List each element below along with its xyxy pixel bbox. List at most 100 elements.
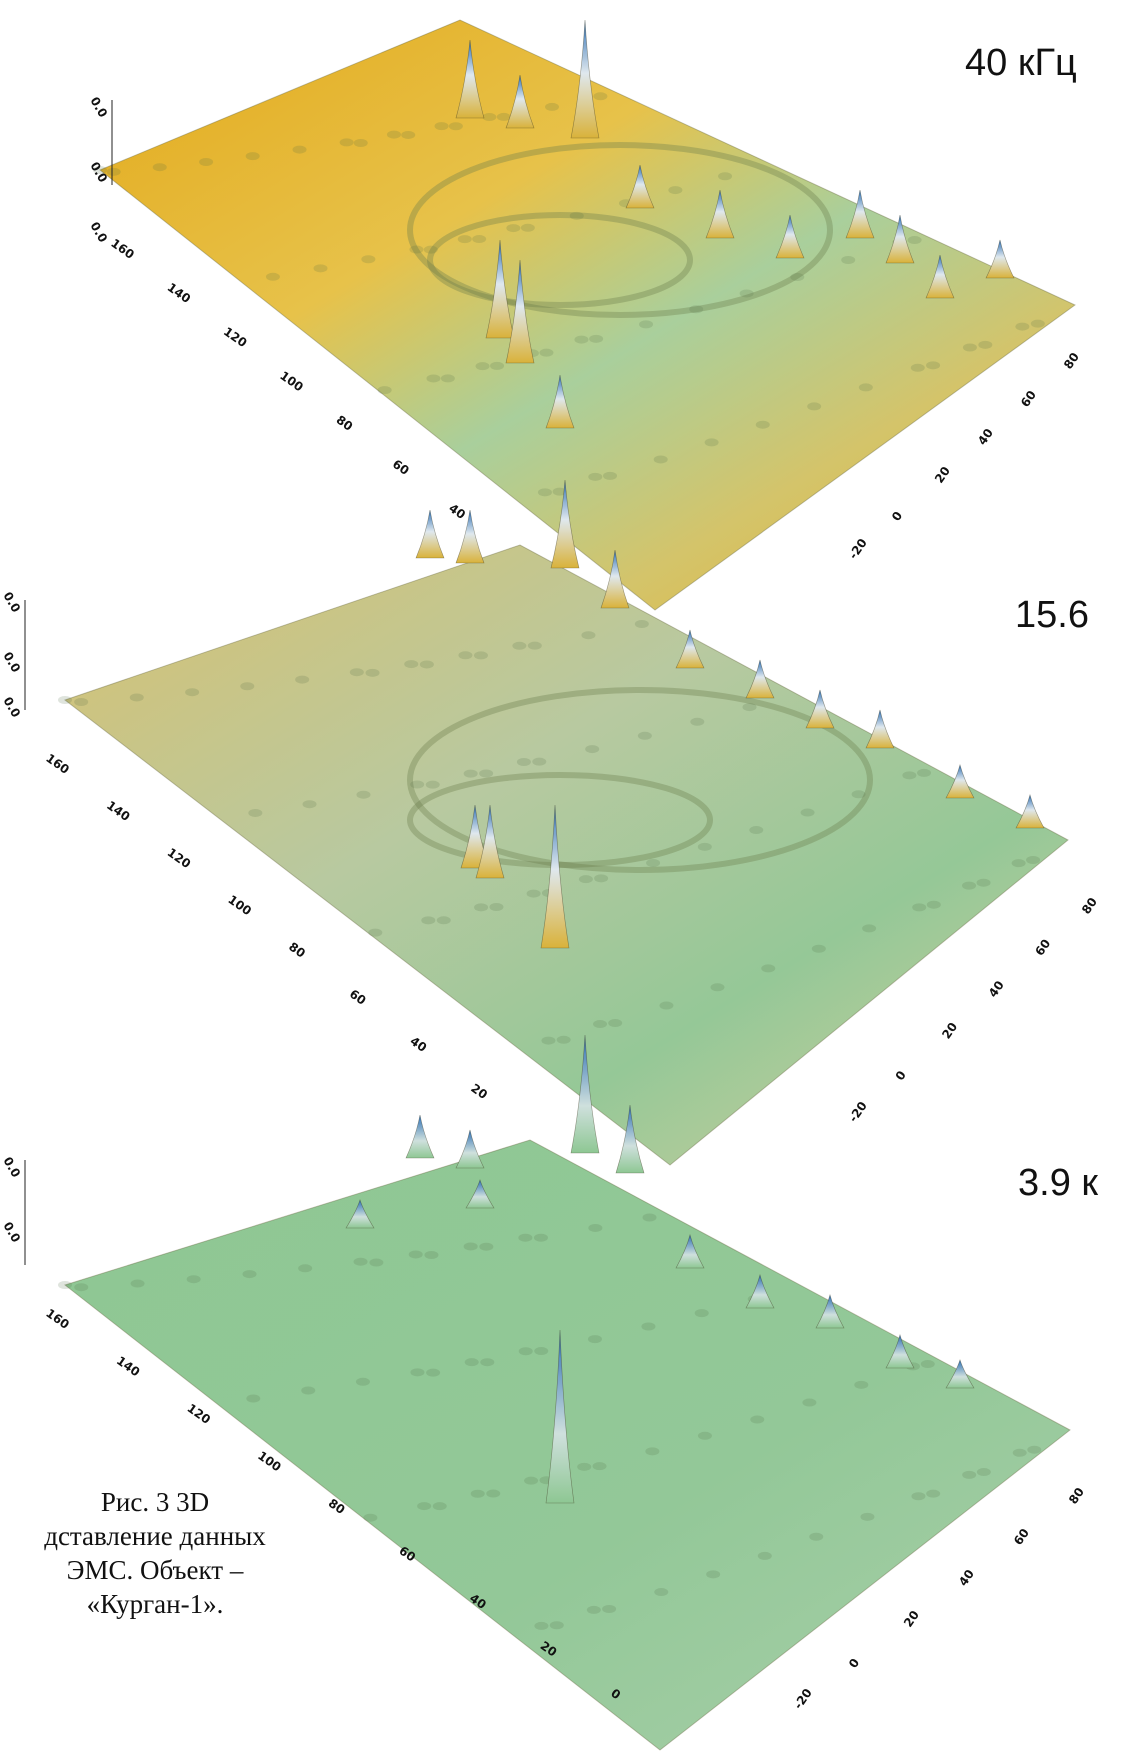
surface-bump: [527, 641, 542, 650]
surface-bump: [689, 305, 704, 314]
surface-bump: [58, 696, 72, 704]
surface-ridge: [407, 142, 833, 318]
surface-peak: [415, 509, 445, 559]
surface-bump: [298, 1264, 313, 1273]
surface-bump: [646, 858, 661, 867]
y-tick-label: 120: [165, 845, 194, 871]
surface-bump: [653, 455, 668, 464]
panel-label-40: 40 кГц: [965, 42, 1077, 84]
surface-bump: [356, 790, 371, 799]
surface-bump: [265, 272, 280, 281]
surface-bump: [645, 1447, 660, 1456]
surface-bump: [436, 916, 451, 925]
surface-bump: [242, 1270, 257, 1279]
z-tick-label: 0.0: [87, 160, 110, 185]
surface-bump: [755, 420, 770, 429]
surface-peak: [545, 1329, 575, 1504]
y-tick-label: 100: [225, 892, 254, 918]
surface-bump: [410, 1368, 425, 1377]
surface-bump: [408, 1250, 423, 1259]
surface-peak: [465, 1179, 495, 1209]
z-tick-label: 0.0: [0, 1155, 23, 1180]
surface-bump: [419, 660, 434, 669]
surface-bump: [586, 1605, 601, 1614]
surface-bump: [917, 768, 932, 777]
x-tick-label: 60: [1018, 388, 1039, 410]
surface-bump: [761, 964, 776, 973]
surface-bump: [410, 780, 425, 789]
surface-bump: [432, 1502, 447, 1511]
surface-peak: [505, 74, 535, 129]
surface-bump: [962, 1470, 977, 1479]
surface-plane: [99, 19, 1076, 611]
surface-bump: [1027, 1445, 1042, 1454]
surface-bump: [802, 1398, 817, 1407]
x-tick-label: 80: [1066, 1485, 1087, 1507]
surface-bump: [339, 138, 354, 147]
panel-label-15-6: 15.6: [1015, 594, 1089, 636]
surface-bump: [199, 157, 214, 166]
surface-bump: [292, 145, 307, 154]
surface-bump: [486, 1489, 501, 1498]
surface-bump: [811, 944, 826, 953]
y-tick-label: 160: [108, 236, 137, 262]
x-tick-label: -20: [846, 1099, 870, 1125]
surface-bump: [552, 487, 567, 496]
surface-ridge: [427, 212, 693, 308]
surface-bump: [642, 1213, 657, 1222]
surface-bump: [129, 693, 144, 702]
surface-bump: [448, 122, 463, 131]
surface-bump: [368, 928, 383, 937]
surface-bump: [516, 757, 531, 766]
x-tick-label: 60: [1011, 1526, 1032, 1548]
surface-bump: [301, 1386, 316, 1395]
surface-bump: [313, 264, 328, 273]
surface-bump: [962, 881, 977, 890]
x-tick-label: 0: [893, 1068, 909, 1083]
surface-bump: [858, 383, 873, 392]
surface-bump: [506, 224, 521, 233]
surface-bump: [434, 122, 449, 131]
surface-bump: [240, 682, 255, 691]
surface-bump: [404, 660, 419, 669]
y-tick-label: 60: [390, 457, 412, 478]
surface-bump: [592, 1462, 607, 1471]
surface-peak: [615, 1104, 645, 1174]
surface-bump: [910, 363, 925, 372]
surface-peak: [745, 659, 775, 699]
surface-bump: [593, 92, 608, 101]
surface-bump: [480, 1358, 495, 1367]
x-tick-label: 0: [846, 1656, 862, 1671]
surface-bump: [654, 1588, 669, 1597]
surface-peak: [345, 1199, 375, 1229]
surface-bump: [854, 1380, 869, 1389]
surface-bump: [704, 438, 719, 447]
surface-bump: [641, 1322, 656, 1331]
surface-bump: [421, 916, 436, 925]
surface-bump: [518, 1347, 533, 1356]
surface-bump: [594, 874, 609, 883]
y-tick-label: 80: [286, 940, 308, 961]
surface-peak: [745, 1273, 775, 1309]
surface-bump: [1026, 856, 1041, 865]
surface-peak: [475, 804, 505, 879]
surface-bump: [518, 1233, 533, 1242]
surface-bump: [602, 1605, 617, 1614]
y-tick-label: 40: [408, 1034, 430, 1055]
surface-bump: [302, 800, 317, 809]
x-tick-label: 80: [1061, 350, 1082, 372]
surface-bump: [464, 1358, 479, 1367]
surface-bump: [757, 1551, 772, 1560]
caption-line-3: ЭМС. Объект –: [66, 1555, 244, 1585]
surface-bump: [537, 488, 552, 497]
x-tick-label: 40: [956, 1567, 977, 1589]
figure-caption: Рис. 3 3D дставление данных ЭМС. Объект …: [0, 1485, 320, 1621]
surface-panel-1: 0.0 0.0 0.0 160 140 120 100 80 60 40 20 -20 0 20 40 60 8…: [0, 479, 1100, 1166]
surface-bump: [369, 1258, 384, 1267]
y-tick-label: 60: [347, 987, 369, 1008]
surface-bump: [697, 842, 712, 851]
surface-bump: [697, 1431, 712, 1440]
surface-peak: [925, 254, 955, 299]
surface-bump: [659, 1001, 674, 1010]
surface-bump: [809, 1532, 824, 1541]
